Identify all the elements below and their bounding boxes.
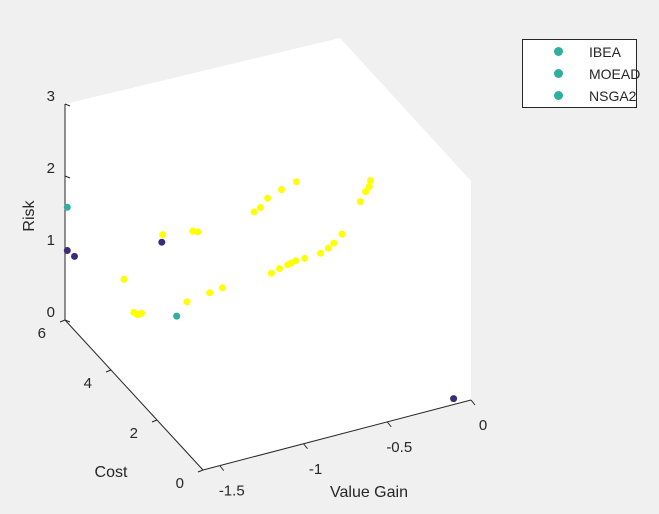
plot-box — [65, 38, 471, 470]
legend-item-moead[interactable]: MOEAD — [523, 65, 640, 83]
legend-marker-ibea — [554, 47, 563, 56]
legend-marker-moead — [554, 69, 563, 78]
z-tick-label: 2 — [47, 160, 55, 177]
z-tick-mark — [64, 175, 71, 179]
z-tick-label: 1 — [47, 232, 55, 249]
data-point-unnamed — [365, 183, 373, 191]
legend-label-ibea: IBEA — [589, 44, 621, 60]
data-point-unnamed — [194, 228, 202, 236]
y-tick-mark — [105, 369, 112, 373]
data-point-unnamed — [292, 257, 300, 265]
y-tick-label: 4 — [84, 375, 92, 392]
data-point-unnamed — [301, 254, 309, 262]
data-point-unnamed — [338, 230, 346, 238]
y-tick-label: 0 — [176, 475, 184, 492]
data-point-unnamed — [71, 252, 78, 260]
data-point-unnamed — [362, 188, 370, 196]
y-axis-line — [64, 319, 204, 471]
data-point-unnamed — [264, 194, 272, 202]
x-tick-label: -1.5 — [219, 483, 245, 500]
x-axis-line — [202, 399, 472, 471]
data-point-unnamed — [317, 249, 325, 257]
data-point-unnamed — [63, 247, 71, 254]
data-point-unnamed — [267, 269, 275, 277]
x-tick-mark — [219, 465, 225, 471]
y-tick-label: 2 — [130, 425, 138, 442]
data-point-unnamed — [120, 275, 128, 283]
data-point-unnamed — [367, 177, 374, 185]
legend-item-ibea[interactable]: IBEA — [523, 43, 636, 61]
z-tick-mark — [64, 319, 71, 323]
x-tick-mark — [470, 399, 476, 406]
legend-item-nsga2[interactable]: NSGA2 — [523, 87, 636, 105]
data-point-unnamed — [276, 265, 283, 273]
data-point-unnamed — [330, 239, 338, 247]
x-axis-label: Value Gain — [330, 484, 408, 501]
y-tick-mark — [197, 469, 204, 473]
data-point-unnamed — [158, 238, 166, 246]
data-point-unnamed — [206, 289, 214, 297]
legend[interactable]: IBEA MOEAD NSGA2 — [522, 39, 640, 108]
data-point-unnamed — [183, 298, 191, 306]
x-tick-mark — [386, 421, 392, 428]
data-point-unnamed — [159, 231, 167, 239]
data-points — [63, 177, 458, 403]
legend-marker-nsga2 — [554, 91, 563, 100]
data-point-ibea — [173, 312, 181, 320]
data-point-unnamed — [138, 309, 145, 317]
data-point-unnamed — [250, 208, 258, 216]
x-tick-label: -1 — [309, 461, 322, 478]
y-tick-mark — [151, 419, 158, 423]
axis-lines — [64, 104, 472, 471]
data-point-unnamed — [292, 178, 300, 186]
z-axis-label: Risk — [21, 199, 38, 231]
z-tick-label: 3 — [47, 88, 55, 105]
x-tick-label: 0 — [479, 417, 487, 434]
x-tick-mark — [303, 443, 308, 450]
data-point-unnamed — [278, 186, 285, 193]
legend-label-nsga2: NSGA2 — [589, 88, 637, 104]
y-tick-label: 6 — [38, 325, 46, 342]
data-point-unnamed — [256, 204, 264, 211]
data-point-unnamed — [356, 198, 364, 206]
data-point-unnamed — [218, 284, 226, 292]
data-point-unnamed — [450, 395, 458, 403]
data-point-unnamed — [324, 244, 332, 252]
y-tick-mark — [59, 319, 66, 323]
x-tick-label: -0.5 — [386, 439, 412, 456]
y-axis-label: Cost — [95, 464, 128, 481]
z-tick-label: 0 — [47, 304, 55, 321]
data-point-ibea — [63, 203, 71, 211]
z-tick-mark — [64, 103, 71, 107]
legend-label-moead: MOEAD — [589, 66, 641, 82]
